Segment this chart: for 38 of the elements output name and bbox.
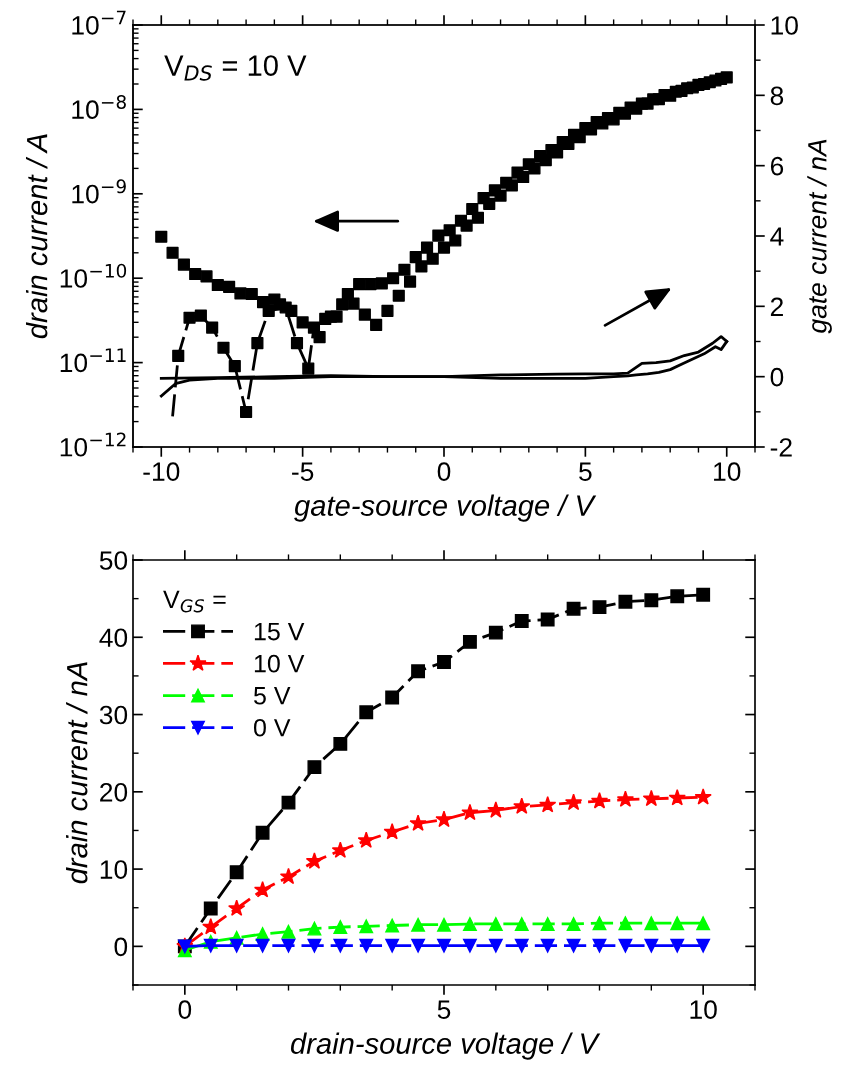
y-tick-label: 30 — [99, 705, 128, 725]
y-tick-label: 10$^{−12}$ — [60, 432, 126, 457]
y-axis-title: drain current / nA — [66, 662, 88, 884]
x-axis-title: drain-source voltage / V — [290, 1032, 601, 1060]
y2-tick-label: 6 — [770, 156, 784, 176]
y-tick-label: 20 — [100, 782, 128, 802]
y2-tick-label: 4 — [770, 227, 784, 246]
y-tick-label: 10$^{−11}$ — [60, 348, 126, 373]
y-tick-label: 10$^{−9}$ — [72, 179, 126, 204]
y-tick-label: 10 — [100, 860, 128, 879]
x-axis-title: gate-source voltage / V — [294, 494, 597, 522]
x-tick-label: -5 — [292, 462, 314, 481]
y2-tick-label: -2 — [770, 438, 792, 457]
y-tick-label: 10$^{−8}$ — [72, 94, 126, 120]
y2-tick-label: 10 — [771, 16, 798, 35]
y-tick-label: 10$^{−10}$ — [60, 263, 127, 288]
x-tick-label: -10 — [143, 462, 180, 481]
x-tick-label: 10 — [714, 462, 741, 481]
x-tick-label: 0 — [437, 462, 451, 481]
x-tick-label: 5 — [437, 1000, 451, 1019]
legend-label: 5 V — [254, 687, 291, 705]
legend-label: 0 V — [253, 718, 291, 737]
y-tick-label: 10$^{−7}$ — [72, 10, 126, 35]
y2-axis-title: gate current / nA — [807, 139, 832, 334]
y2-tick-label: 8 — [770, 86, 784, 106]
y-axis-title: drain current / A — [25, 134, 48, 339]
y2-tick-label: 2 — [770, 297, 783, 316]
x-tick-label: 10 — [690, 1000, 717, 1019]
y2-tick-label: 0 — [770, 367, 784, 387]
legend-title: V$_{GS}$ = — [163, 590, 226, 613]
legend-label: 10 V — [254, 654, 305, 673]
x-tick-label: 5 — [579, 462, 592, 481]
y-tick-label: 0 — [114, 937, 128, 957]
legend-label: 15 V — [254, 622, 305, 641]
x-tick-label: 0 — [178, 1000, 192, 1019]
y-tick-label: 50 — [99, 551, 128, 570]
annotation: V$_{DS}$ = 10 V — [164, 55, 307, 81]
y-tick-label: 40 — [99, 628, 128, 648]
